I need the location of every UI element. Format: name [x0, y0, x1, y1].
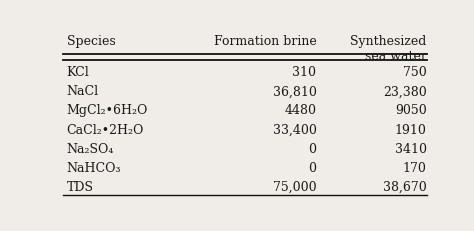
- Text: 9050: 9050: [395, 104, 427, 117]
- Text: 33,400: 33,400: [273, 123, 316, 136]
- Text: MgCl₂•6H₂O: MgCl₂•6H₂O: [66, 104, 148, 117]
- Text: 4480: 4480: [284, 104, 316, 117]
- Text: 750: 750: [403, 66, 427, 79]
- Text: 310: 310: [292, 66, 316, 79]
- Text: Na₂SO₄: Na₂SO₄: [66, 142, 114, 155]
- Text: CaCl₂•2H₂O: CaCl₂•2H₂O: [66, 123, 144, 136]
- Text: 1910: 1910: [395, 123, 427, 136]
- Text: 36,810: 36,810: [273, 85, 316, 98]
- Text: Formation brine: Formation brine: [214, 35, 316, 48]
- Text: 3410: 3410: [394, 142, 427, 155]
- Text: NaHCO₃: NaHCO₃: [66, 161, 121, 174]
- Text: TDS: TDS: [66, 180, 93, 193]
- Text: Species: Species: [66, 35, 115, 48]
- Text: Synthesized
sea water: Synthesized sea water: [350, 35, 427, 63]
- Text: 170: 170: [403, 161, 427, 174]
- Text: KCl: KCl: [66, 66, 89, 79]
- Text: 38,670: 38,670: [383, 180, 427, 193]
- Text: 75,000: 75,000: [273, 180, 316, 193]
- Text: 0: 0: [309, 161, 316, 174]
- Text: NaCl: NaCl: [66, 85, 99, 98]
- Text: 23,380: 23,380: [383, 85, 427, 98]
- Text: 0: 0: [309, 142, 316, 155]
